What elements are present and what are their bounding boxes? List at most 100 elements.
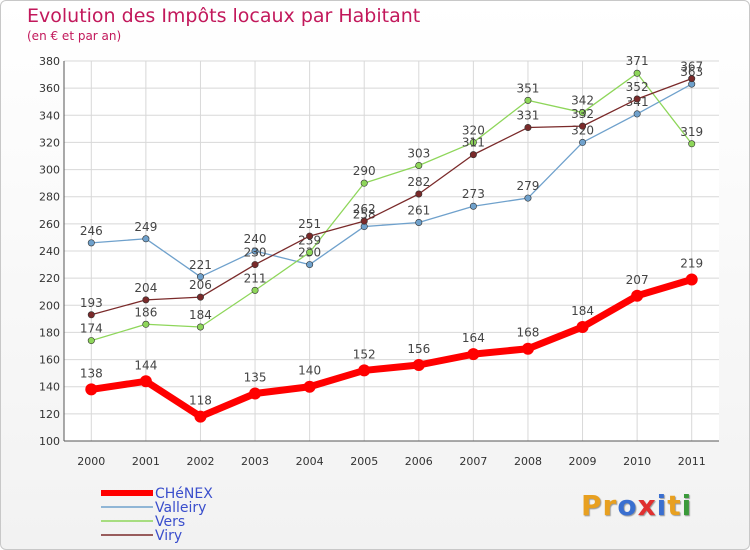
chart-title: Evolution des Impôts locaux par Habitant (27, 5, 421, 27)
x-tick-label: 2004 (296, 455, 324, 468)
y-tick-label: 380 (39, 55, 60, 68)
data-label: 219 (680, 257, 703, 271)
data-label: 240 (244, 232, 267, 246)
series-line-valleiry (91, 83, 693, 278)
legend-label-chénex: CHéNEX (155, 486, 213, 502)
data-point (251, 247, 259, 255)
data-label: 352 (626, 80, 649, 94)
y-tick-label: 260 (39, 218, 60, 231)
data-label: 351 (517, 81, 540, 95)
logo-letter: o (617, 489, 638, 522)
y-tick-label: 280 (39, 191, 60, 204)
data-point (688, 75, 696, 83)
logo-letter: i (681, 489, 693, 522)
data-point (469, 202, 477, 210)
data-point (524, 194, 532, 202)
data-point (306, 261, 314, 269)
data-point (303, 380, 316, 393)
series-line-vers (91, 72, 693, 342)
data-point (633, 110, 641, 118)
data-point (196, 293, 204, 301)
data-point (524, 124, 532, 132)
logo-letter: i (656, 489, 668, 522)
x-tick-label: 2011 (678, 455, 706, 468)
y-tick-label: 300 (39, 164, 60, 177)
data-label: 319 (680, 125, 703, 139)
legend-label-vers: Vers (155, 514, 185, 530)
x-tick-label: 2000 (77, 455, 105, 468)
data-point (685, 273, 698, 286)
data-label: 186 (134, 305, 157, 319)
data-label: 331 (517, 109, 540, 123)
y-tick-label: 120 (39, 408, 60, 421)
y-tick-label: 180 (39, 326, 60, 339)
data-point (142, 235, 150, 243)
data-point (633, 95, 641, 103)
data-label: 332 (571, 107, 594, 121)
data-label: 144 (134, 358, 157, 372)
data-point (467, 348, 480, 361)
data-point (358, 364, 371, 377)
data-label: 251 (298, 217, 321, 231)
data-point (579, 138, 587, 146)
data-label: 290 (353, 164, 376, 178)
data-point (631, 289, 644, 302)
data-label: 138 (80, 366, 103, 380)
data-label: 311 (462, 136, 485, 150)
data-point (469, 138, 477, 146)
data-point (412, 359, 425, 371)
logo-letter: x (637, 489, 657, 522)
data-label: 320 (462, 123, 485, 137)
proxiti-logo: Proxiti (581, 489, 692, 522)
data-point (306, 248, 314, 256)
data-label: 239 (298, 233, 321, 247)
data-label: 211 (244, 271, 267, 285)
data-point (251, 261, 259, 269)
data-label: 140 (298, 364, 321, 378)
data-label: 206 (189, 278, 212, 292)
data-label: 184 (571, 304, 594, 318)
data-point (688, 140, 696, 148)
x-tick-label: 2005 (350, 455, 378, 468)
data-label: 282 (407, 175, 430, 189)
data-point (306, 232, 314, 240)
data-point (139, 375, 152, 388)
data-point (249, 387, 262, 400)
y-tick-label: 200 (39, 299, 60, 312)
data-point (579, 122, 587, 130)
data-label: 230 (244, 246, 267, 260)
legend-label-valleiry: Valleiry (155, 500, 206, 516)
data-point (87, 337, 95, 345)
y-tick-label: 340 (39, 109, 60, 122)
data-label: 207 (626, 273, 649, 287)
logo-letter: r (602, 489, 618, 522)
chart-subtitle: (en € et par an) (27, 29, 122, 43)
data-label: 204 (134, 281, 157, 295)
y-tick-label: 100 (39, 435, 60, 448)
x-tick-label: 2007 (459, 455, 487, 468)
data-point (415, 162, 423, 170)
y-tick-label: 160 (39, 354, 60, 367)
data-point (521, 342, 534, 355)
y-tick-label: 240 (39, 245, 60, 258)
data-label: 371 (626, 54, 649, 68)
data-point (142, 320, 150, 328)
x-tick-label: 2001 (132, 455, 160, 468)
data-label: 174 (80, 322, 103, 336)
data-label: 249 (134, 220, 157, 234)
data-label: 303 (407, 147, 430, 161)
data-label: 262 (353, 202, 376, 216)
data-point (576, 321, 589, 333)
data-point (524, 96, 532, 104)
x-tick-label: 2009 (569, 455, 597, 468)
data-label: 273 (462, 187, 485, 201)
data-point (85, 383, 98, 396)
data-label: 164 (462, 331, 485, 345)
data-point (194, 410, 207, 423)
data-point (87, 311, 95, 319)
data-label: 193 (80, 296, 103, 310)
x-tick-label: 2003 (241, 455, 269, 468)
data-label: 342 (571, 94, 594, 108)
